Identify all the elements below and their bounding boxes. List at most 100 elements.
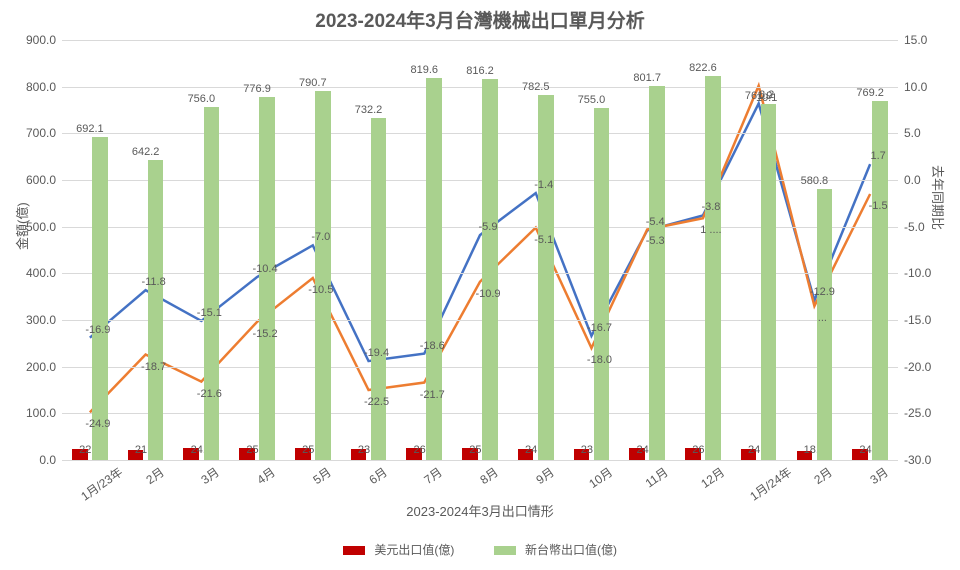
twd-bar [538, 95, 554, 460]
twd-bar [148, 160, 164, 460]
gridline [62, 460, 898, 461]
line-blue-value-label: -3.8 [701, 201, 720, 213]
twd-value-label: 756.0 [188, 93, 216, 105]
x-tick-label: 8月 [474, 460, 501, 488]
y-left-tick-label: 300.0 [26, 313, 62, 327]
twd-bar [705, 76, 721, 460]
y-left-tick-label: 0.0 [39, 453, 62, 467]
line-blue-value-label: -5.4 [646, 216, 665, 228]
y-right-tick-label: -15.0 [898, 313, 931, 327]
gridline [62, 87, 898, 88]
chart-container: 2023-2024年3月台灣機械出口單月分析 0.0100.0200.0300.… [0, 0, 960, 570]
x-tick-label: 12月 [695, 460, 728, 492]
legend-item-twd: 新台幣出口值(億) [494, 541, 617, 558]
line-blue-value-label: -11.8 [141, 276, 165, 288]
line-orange-value-label: -5.1 [534, 234, 553, 246]
y-right-tick-label: 0.0 [898, 173, 921, 187]
y-right-axis-title: 去年同期比 [929, 165, 948, 230]
line-orange-value-label: -18.7 [141, 361, 166, 373]
y-right-tick-label: 10.0 [898, 80, 927, 94]
x-tick-label: 3月 [864, 460, 891, 488]
x-tick-label: 9月 [530, 460, 557, 488]
x-tick-label: 2月 [808, 460, 835, 488]
x-tick-label: 3月 [195, 460, 222, 488]
line-orange-value-label: -1.5 [869, 200, 888, 212]
x-tick-label: 5月 [307, 460, 334, 488]
line-orange-value-label: -10.9 [475, 288, 500, 300]
twd-value-label: 822.6 [689, 62, 717, 74]
y-right-tick-label: 15.0 [898, 33, 927, 47]
twd-value-label: 732.2 [355, 104, 383, 116]
x-axis-title: 2023-2024年3月出口情形 [0, 501, 960, 520]
legend-label-usd: 美元出口值(億) [374, 543, 454, 557]
line-blue-value-label: -10.4 [253, 263, 278, 275]
x-tick-label: 2月 [140, 460, 167, 488]
twd-value-label: 642.2 [132, 146, 160, 158]
y-right-tick-label: -30.0 [898, 453, 931, 467]
twd-bar [371, 118, 387, 460]
legend-label-twd: 新台幣出口值(億) [525, 543, 617, 557]
y-left-tick-label: 500.0 [26, 220, 62, 234]
y-right-tick-label: -20.0 [898, 360, 931, 374]
twd-value-label: 776.9 [243, 83, 271, 95]
line-blue-value-label: -12.9 [810, 286, 835, 298]
line-orange-value-label: -22.5 [364, 396, 389, 408]
line-blue-value-label: 1.7 [870, 150, 885, 162]
gridline [62, 40, 898, 41]
line-orange-value-label: 10.1 [756, 92, 777, 104]
y-right-tick-label: -10.0 [898, 266, 931, 280]
twd-bar [315, 91, 331, 460]
legend-swatch-twd [494, 546, 516, 555]
y-right-tick-label: -5.0 [898, 220, 925, 234]
y-left-tick-label: 200.0 [26, 360, 62, 374]
line-orange-value-label: ... [818, 312, 827, 324]
y-left-tick-label: 600.0 [26, 173, 62, 187]
x-tick-label: 7月 [418, 460, 445, 488]
y-left-tick-label: 900.0 [26, 33, 62, 47]
twd-bar [204, 107, 220, 460]
chart-title: 2023-2024年3月台灣機械出口單月分析 [0, 0, 960, 33]
twd-value-label: 692.1 [76, 123, 104, 135]
y-left-axis-title: 金額(億) [12, 202, 31, 250]
twd-bar [426, 78, 442, 460]
twd-value-label: 580.8 [801, 175, 829, 187]
line-orange-value-label: -10.5 [308, 284, 333, 296]
legend-item-usd: 美元出口值(億) [343, 541, 454, 558]
y-left-tick-label: 400.0 [26, 266, 62, 280]
line-blue-value-label: -5.9 [479, 221, 498, 233]
x-tick-label: 4月 [251, 460, 278, 488]
line-orange-value-label: -15.2 [253, 328, 278, 340]
y-left-tick-label: 100.0 [26, 406, 62, 420]
y-right-tick-label: -25.0 [898, 406, 931, 420]
line-blue-value-label: -1.4 [534, 179, 553, 191]
x-tick-label: 11月 [639, 460, 671, 491]
line-blue-value-label: -16.9 [85, 324, 110, 336]
twd-bar [594, 108, 610, 460]
line-orange-value-label: -21.6 [197, 388, 222, 400]
line-orange-value-label: -24.9 [85, 418, 110, 430]
line-orange-value-label: 1 .... [700, 224, 721, 236]
x-tick-label: 10月 [583, 460, 616, 492]
twd-value-label: 816.2 [466, 65, 494, 77]
x-tick-label: 1月/23年 [75, 460, 126, 504]
line-blue-value-label: -15.1 [197, 307, 222, 319]
twd-bar [259, 97, 275, 460]
line-orange-value-label: -18.0 [587, 354, 612, 366]
twd-value-label: 801.7 [633, 72, 661, 84]
line-blue-value-label: -16.7 [587, 322, 612, 334]
line-blue-value-label: -19.4 [364, 347, 389, 359]
twd-value-label: 769.2 [856, 87, 884, 99]
twd-value-label: 790.7 [299, 77, 327, 89]
x-tick-label: 1月/24年 [744, 460, 795, 504]
y-right-tick-label: 5.0 [898, 126, 921, 140]
line-orange-value-label: -5.3 [646, 235, 665, 247]
legend: 美元出口值(億) 新台幣出口值(億) [0, 541, 960, 558]
twd-bar [482, 79, 498, 460]
twd-bar [649, 86, 665, 460]
twd-bar [92, 137, 108, 460]
plot-area: 0.0100.0200.0300.0400.0500.0600.0700.080… [62, 40, 898, 460]
twd-bar [761, 104, 777, 460]
x-tick-label: 6月 [363, 460, 390, 488]
line-blue-value-label: -7.0 [311, 231, 330, 243]
y-left-tick-label: 700.0 [26, 126, 62, 140]
